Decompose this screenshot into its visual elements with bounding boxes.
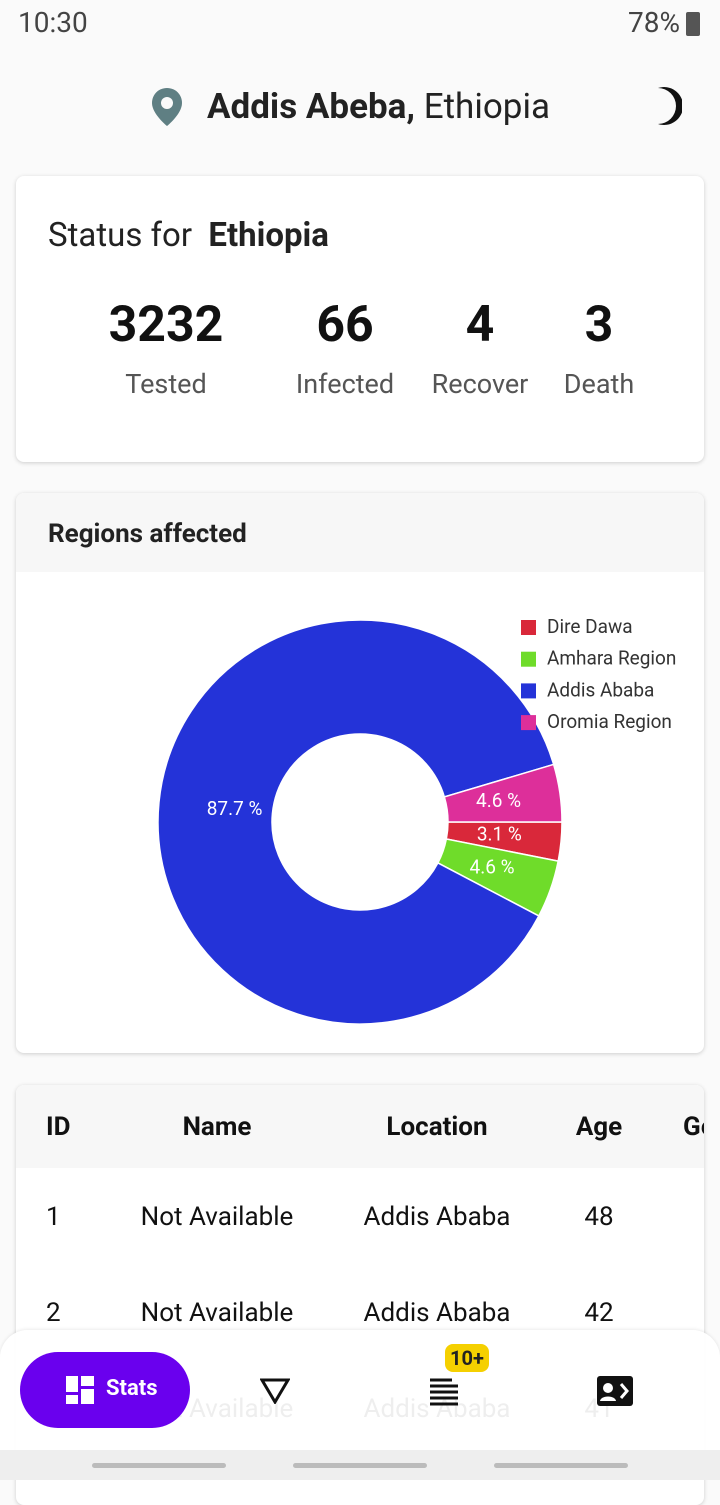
legend-swatch — [521, 715, 536, 731]
stat-item: 3 Death — [519, 296, 679, 400]
news-tab[interactable] — [430, 1378, 460, 1406]
table-header: Ge — [683, 1112, 704, 1142]
stat-item: 66 Infected — [265, 296, 425, 400]
table-cell: 2 — [46, 1298, 61, 1328]
pie-chart: 3.1 % 4.6 % 87.7 % 4.6 % Dire Dawa Amhara Reg… — [157, 615, 676, 1025]
stat-label: Tested — [125, 368, 207, 400]
location-icon — [152, 88, 182, 126]
legend-label: Oromia Region — [547, 710, 672, 733]
legend-swatch — [521, 651, 536, 667]
donut-hole — [285, 747, 435, 897]
battery-icon — [686, 12, 700, 36]
status-time: 10:30 — [18, 6, 88, 39]
stat-value: 3232 — [108, 296, 224, 354]
stats-tab[interactable]: Stats — [20, 1352, 190, 1428]
status-title: Status for — [48, 216, 193, 255]
stat-label: Infected — [295, 368, 395, 400]
status-country: Ethiopia — [208, 216, 329, 255]
battery-level: 78% — [628, 6, 680, 39]
inner-ring — [272, 734, 448, 910]
stat-item: 3232 Tested — [86, 296, 246, 400]
status-card: Status for Ethiopia 3232 Tested 66 Infected… — [16, 176, 704, 462]
legend-label: Dire Dawa — [547, 615, 633, 638]
bottom-nav: Stats 10+ — [0, 1330, 720, 1450]
legend-label: Addis Ababa — [547, 678, 654, 701]
table-cell: 1 — [46, 1202, 61, 1232]
stat-value: 66 — [316, 296, 374, 354]
table-cell: 42 — [584, 1298, 614, 1328]
location-title: Addis Abeba, Ethiopia — [207, 86, 550, 127]
system-nav — [0, 1450, 720, 1480]
table-header: Location — [386, 1112, 488, 1142]
chart-title: Regions affected — [48, 519, 247, 549]
news-badge: 10+ — [445, 1344, 489, 1372]
legend-swatch — [521, 620, 536, 635]
table-cell: Not Available — [140, 1202, 294, 1232]
contact-tab[interactable] — [597, 1376, 633, 1406]
legend-swatch — [521, 683, 536, 699]
stat-value: 4 — [465, 296, 495, 354]
stat-label: Recover — [431, 368, 529, 400]
stat-value: 3 — [584, 296, 614, 354]
filter-tab[interactable] — [260, 1378, 290, 1404]
slice-label: 87.7 % — [207, 797, 263, 820]
slice-label: 4.6 % — [470, 856, 515, 879]
table-header: Age — [575, 1112, 623, 1142]
pie-slice — [443, 763, 563, 823]
stat-label: Death — [563, 368, 635, 400]
legend-label: Amhara Region — [547, 647, 676, 670]
table-cell: Addis Ababa — [363, 1202, 511, 1232]
chart-card: Regions affected 3.1 % 4.6 % 87.7 % 4.6 % Di… — [16, 493, 704, 1053]
table-header: Name — [182, 1112, 252, 1142]
pie-slice — [157, 619, 555, 1025]
slice-label: 3.1 % — [477, 823, 522, 846]
table-cell: Not Available — [140, 1298, 294, 1328]
stat-item: 4 Recover — [400, 296, 560, 400]
table-cell: 48 — [584, 1202, 614, 1232]
slice-label: 4.6 % — [476, 789, 521, 812]
table-cell: Addis Ababa — [363, 1298, 511, 1328]
table-header: ID — [46, 1112, 71, 1142]
theme-toggle[interactable] — [650, 86, 682, 126]
